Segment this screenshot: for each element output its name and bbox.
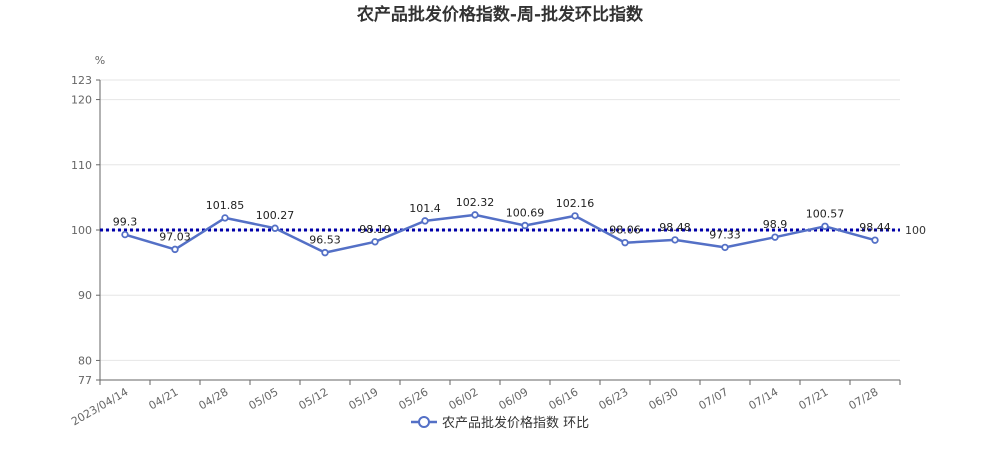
reference-line-group: 100 xyxy=(100,224,926,237)
data-point xyxy=(821,222,829,230)
data-label: 97.03 xyxy=(159,230,191,243)
y-tick-label: 123 xyxy=(71,74,92,87)
data-label: 98.44 xyxy=(859,221,891,234)
chart-title: 农产品批发价格指数-周-批发环比指数 xyxy=(356,4,644,25)
data-point xyxy=(571,212,579,220)
series-line xyxy=(124,213,876,254)
data-point xyxy=(371,238,379,246)
legend-label: 农产品批发价格指数 环比 xyxy=(442,415,589,431)
x-tick-label: 05/12 xyxy=(297,385,331,412)
data-label: 98.19 xyxy=(359,223,391,236)
data-label: 102.32 xyxy=(456,196,495,209)
data-label: 100.57 xyxy=(806,207,845,220)
data-point xyxy=(771,233,779,241)
data-point xyxy=(321,248,329,257)
data-label: 98.48 xyxy=(659,221,691,234)
data-point xyxy=(471,211,479,219)
x-tick-label: 04/28 xyxy=(197,385,231,412)
x-tick-label: 06/02 xyxy=(447,385,481,412)
x-tick-label: 06/09 xyxy=(497,385,531,412)
data-label: 99.3 xyxy=(113,216,138,229)
data-label: 101.4 xyxy=(409,202,441,215)
x-tick-label: 06/23 xyxy=(597,385,631,412)
data-label: 96.53 xyxy=(309,234,341,247)
data-point xyxy=(871,236,879,244)
legend[interactable]: 农产品批发价格指数 环比 xyxy=(411,415,589,431)
y-tick-label: 120 xyxy=(71,94,92,107)
data-point xyxy=(171,245,179,254)
series-group xyxy=(121,211,879,257)
data-label: 102.16 xyxy=(556,197,595,210)
y-tick-label: 90 xyxy=(78,289,92,302)
x-tick-label: 06/16 xyxy=(547,385,581,412)
data-point xyxy=(621,238,629,247)
y-tick-label: 100 xyxy=(71,224,92,237)
data-point xyxy=(271,224,279,232)
data-point xyxy=(121,230,129,239)
y-tick-label: 110 xyxy=(71,159,92,172)
x-tick-label: 07/28 xyxy=(847,385,881,412)
x-tick-label: 07/14 xyxy=(747,385,781,412)
legend-circle-icon xyxy=(418,416,430,428)
data-label: 97.33 xyxy=(709,228,741,241)
x-tick-label: 05/05 xyxy=(247,385,281,412)
data-point xyxy=(721,243,729,252)
data-label: 98.06 xyxy=(609,224,641,237)
x-tick-label: 07/07 xyxy=(697,385,731,412)
data-point xyxy=(521,221,529,230)
y-tick-label: 80 xyxy=(78,354,92,367)
x-tick-label: 07/21 xyxy=(797,385,831,412)
axes: 77 80 90 100 110 120 123 2023/04/14 04/21 04/28 05… xyxy=(69,74,901,428)
data-point xyxy=(421,217,429,225)
data-label: 100.27 xyxy=(256,209,295,222)
x-tick-label: 05/26 xyxy=(397,385,431,412)
data-label: 101.85 xyxy=(206,199,245,212)
data-label: 98.9 xyxy=(763,218,788,231)
x-tick-label: 05/19 xyxy=(347,385,381,412)
y-axis-unit: % xyxy=(95,54,105,67)
data-point xyxy=(221,214,229,222)
x-tick-label: 2023/04/14 xyxy=(69,385,130,428)
x-tick-label: 04/21 xyxy=(147,385,181,412)
reference-line-label: 100 xyxy=(905,224,926,237)
y-tick-label: 77 xyxy=(78,374,92,387)
x-tick-label: 06/30 xyxy=(647,385,681,412)
data-label: 100.69 xyxy=(506,207,545,220)
data-point xyxy=(671,236,679,244)
data-labels: 99.3 97.03 101.85 100.27 96.53 98.19 101.4 102.… xyxy=(113,196,891,247)
